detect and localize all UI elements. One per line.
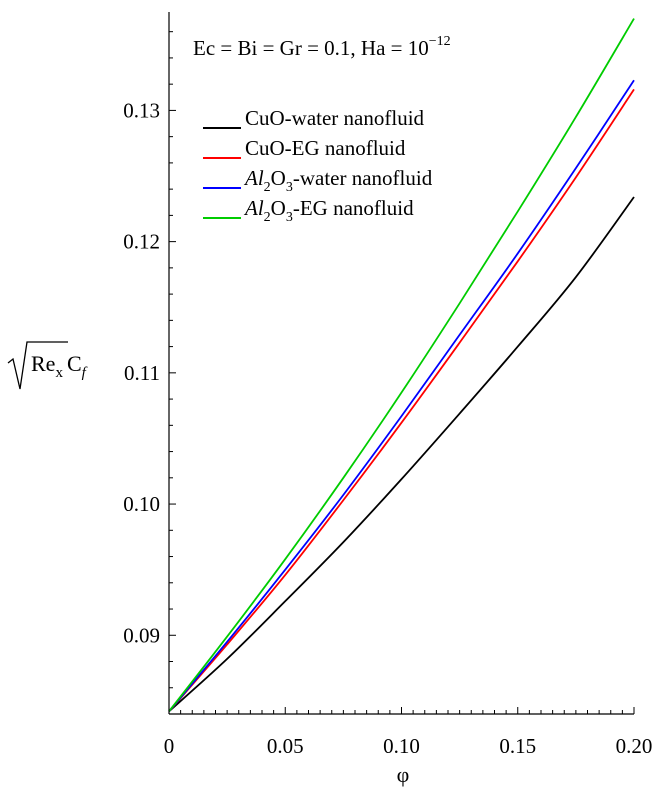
legend-label-3: Al2O3-water nanofluid [243, 166, 433, 195]
y-tick-label: 0.09 [123, 623, 160, 647]
sqrt-symbol [7, 341, 68, 390]
y-tick-label: 0.12 [123, 230, 160, 254]
x-ticks: 0 0.05 0.10 0.15 0.20 [164, 707, 653, 758]
y-axis-sqrt-body: Re [31, 351, 55, 376]
legend-label-4: Al2O3-EG nanofluid [243, 196, 414, 225]
x-tick-label: 0.10 [383, 734, 420, 758]
series-line-2 [168, 88, 635, 712]
x-tick-label: 0.20 [616, 734, 653, 758]
legend-label-2: CuO-EG nanofluid [245, 136, 406, 160]
y-axis-main: C [67, 351, 82, 376]
x-axis-title: φ [397, 762, 410, 787]
annotation-exponent: −12 [429, 34, 451, 49]
y-axis-sqrt-sub: x [55, 365, 63, 381]
y-axis-main-sub: f [82, 365, 88, 381]
y-tick-label: 0.11 [124, 361, 160, 385]
series-line-3 [168, 79, 635, 712]
series-line-4 [168, 18, 635, 712]
y-tick-label: 0.10 [123, 492, 160, 516]
y-tick-label: 0.13 [123, 98, 160, 122]
legend: CuO-water nanofluid CuO-EG nanofluid Al2O3… [203, 106, 433, 225]
y-ticks: 0.09 0.10 0.11 0.12 0.13 [123, 31, 176, 715]
y-axis-title: Rex Cf [7, 341, 88, 390]
series-line-1 [168, 196, 635, 713]
series-group [168, 18, 635, 713]
parameter-annotation: Ec = Bi = Gr = 0.1, Ha = 10−12 [193, 34, 451, 60]
x-tick-label: 0.15 [499, 734, 536, 758]
annotation-text: Ec = Bi = Gr = 0.1, Ha = 10 [193, 36, 429, 60]
x-tick-label: 0 [164, 734, 175, 758]
legend-label-1: CuO-water nanofluid [245, 106, 425, 130]
x-tick-label: 0.05 [267, 734, 304, 758]
